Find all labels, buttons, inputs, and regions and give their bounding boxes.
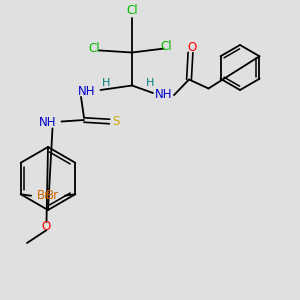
Text: O: O (188, 40, 196, 54)
Text: H: H (146, 77, 154, 88)
Text: H: H (102, 77, 111, 88)
Text: NH: NH (155, 88, 172, 101)
Text: Br: Br (37, 189, 50, 202)
Text: Cl: Cl (161, 40, 172, 53)
Text: Br: Br (46, 189, 59, 202)
Text: Cl: Cl (126, 4, 138, 17)
Text: O: O (42, 220, 51, 233)
Text: Cl: Cl (89, 41, 100, 55)
Text: S: S (112, 115, 119, 128)
Text: NH: NH (78, 85, 96, 98)
Text: NH: NH (39, 116, 57, 130)
